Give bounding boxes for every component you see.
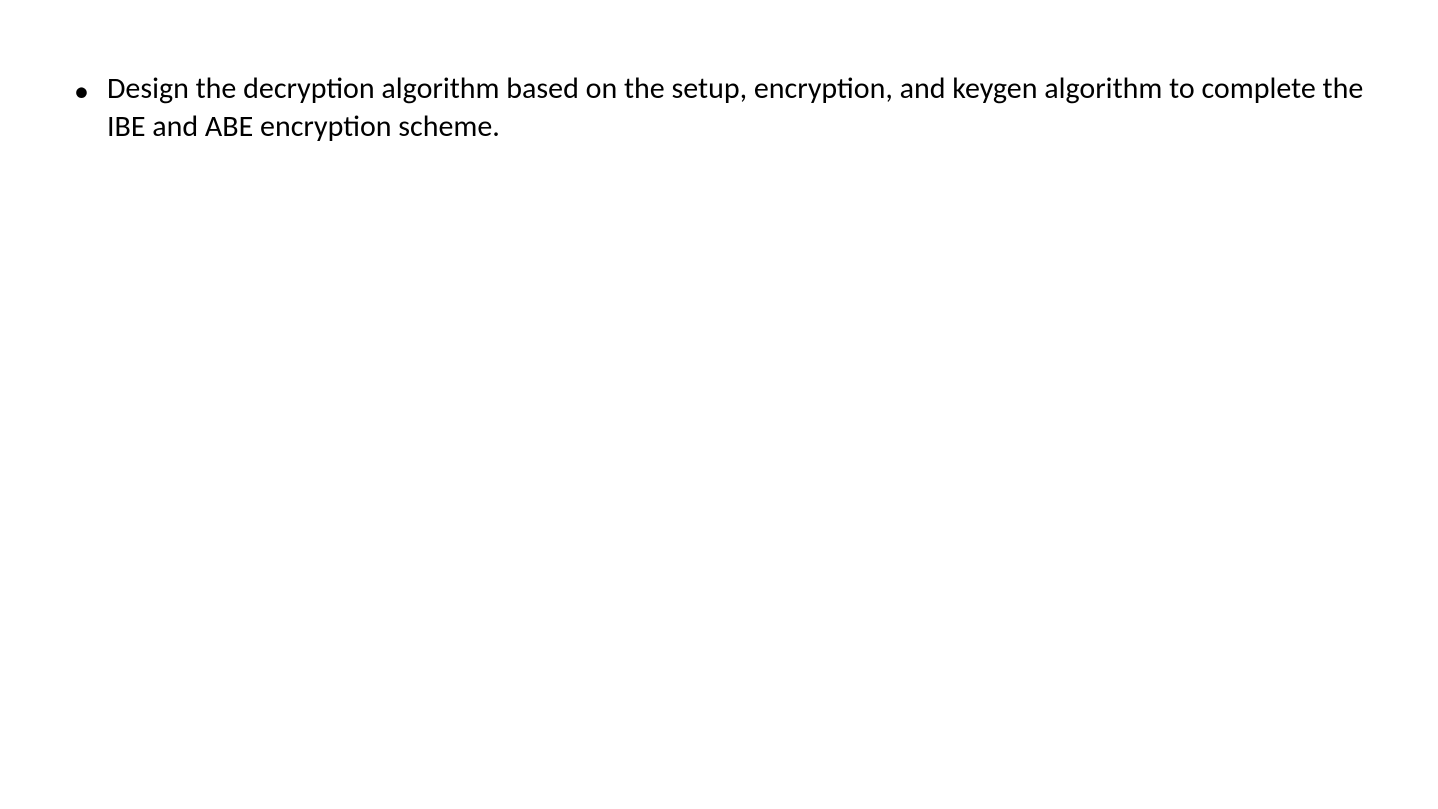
bullet-item: • Design the decryption algorithm based … <box>74 70 1364 145</box>
bullet-text: Design the decryption algorithm based on… <box>107 70 1364 145</box>
bullet-marker-icon: • <box>74 72 89 111</box>
slide-content: • Design the decryption algorithm based … <box>74 70 1364 145</box>
